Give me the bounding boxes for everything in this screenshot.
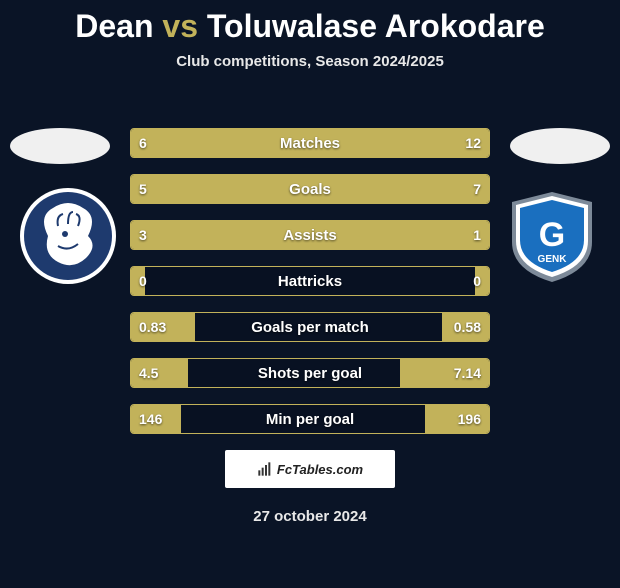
stat-label: Shots per goal xyxy=(131,359,489,387)
stat-row: 612Matches xyxy=(130,128,490,158)
stat-row: 57Goals xyxy=(130,174,490,204)
stat-row: 146196Min per goal xyxy=(130,404,490,434)
chart-icon xyxy=(257,461,273,477)
subtitle: Club competitions, Season 2024/2025 xyxy=(0,53,620,70)
date-text: 27 october 2024 xyxy=(0,508,620,525)
stat-label: Hattricks xyxy=(131,267,489,295)
club-logo-left xyxy=(18,186,118,286)
title-player2: Toluwalase Arokodare xyxy=(207,8,545,44)
title-vs: vs xyxy=(162,8,198,44)
stat-label: Goals xyxy=(131,175,489,203)
stats-bars: 612Matches 57Goals 31Assists 00Hattricks 0.8… xyxy=(130,128,490,450)
footer-brand-box: FcTables.com xyxy=(225,450,395,488)
stat-row: 31Assists xyxy=(130,220,490,250)
stat-label: Matches xyxy=(131,129,489,157)
page-title: Dean vs Toluwalase Arokodare xyxy=(0,8,620,45)
title-player1: Dean xyxy=(75,8,153,44)
stat-row: 00Hattricks xyxy=(130,266,490,296)
svg-text:G: G xyxy=(539,216,565,254)
stat-row: 4.57.14Shots per goal xyxy=(130,358,490,388)
player2-photo-placeholder xyxy=(510,128,610,164)
stat-label: Min per goal xyxy=(131,405,489,433)
footer-brand-text: FcTables.com xyxy=(277,462,363,477)
svg-text:GENK: GENK xyxy=(538,254,568,265)
player1-photo-placeholder xyxy=(10,128,110,164)
stat-label: Assists xyxy=(131,221,489,249)
club-logo-right: G GENK xyxy=(502,186,602,286)
stat-row: 0.830.58Goals per match xyxy=(130,312,490,342)
stat-label: Goals per match xyxy=(131,313,489,341)
